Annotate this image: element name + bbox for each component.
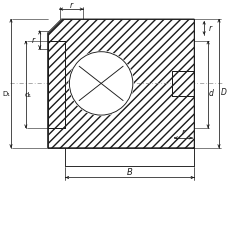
Text: D: D [220,87,226,96]
Circle shape [68,52,133,117]
Circle shape [69,52,133,116]
Text: r: r [32,36,35,45]
Polygon shape [47,20,194,148]
Text: r: r [208,24,211,33]
Bar [47,42,65,128]
Circle shape [69,52,132,116]
Polygon shape [47,42,65,128]
Text: d: d [208,88,213,97]
Bar [47,42,65,128]
Text: D₁: D₁ [2,91,10,97]
Bar [172,71,193,97]
Text: d₁: d₁ [24,92,31,98]
Text: B: B [126,167,132,176]
Bar [172,71,193,97]
Text: r: r [70,1,73,10]
Text: r: r [181,128,184,137]
